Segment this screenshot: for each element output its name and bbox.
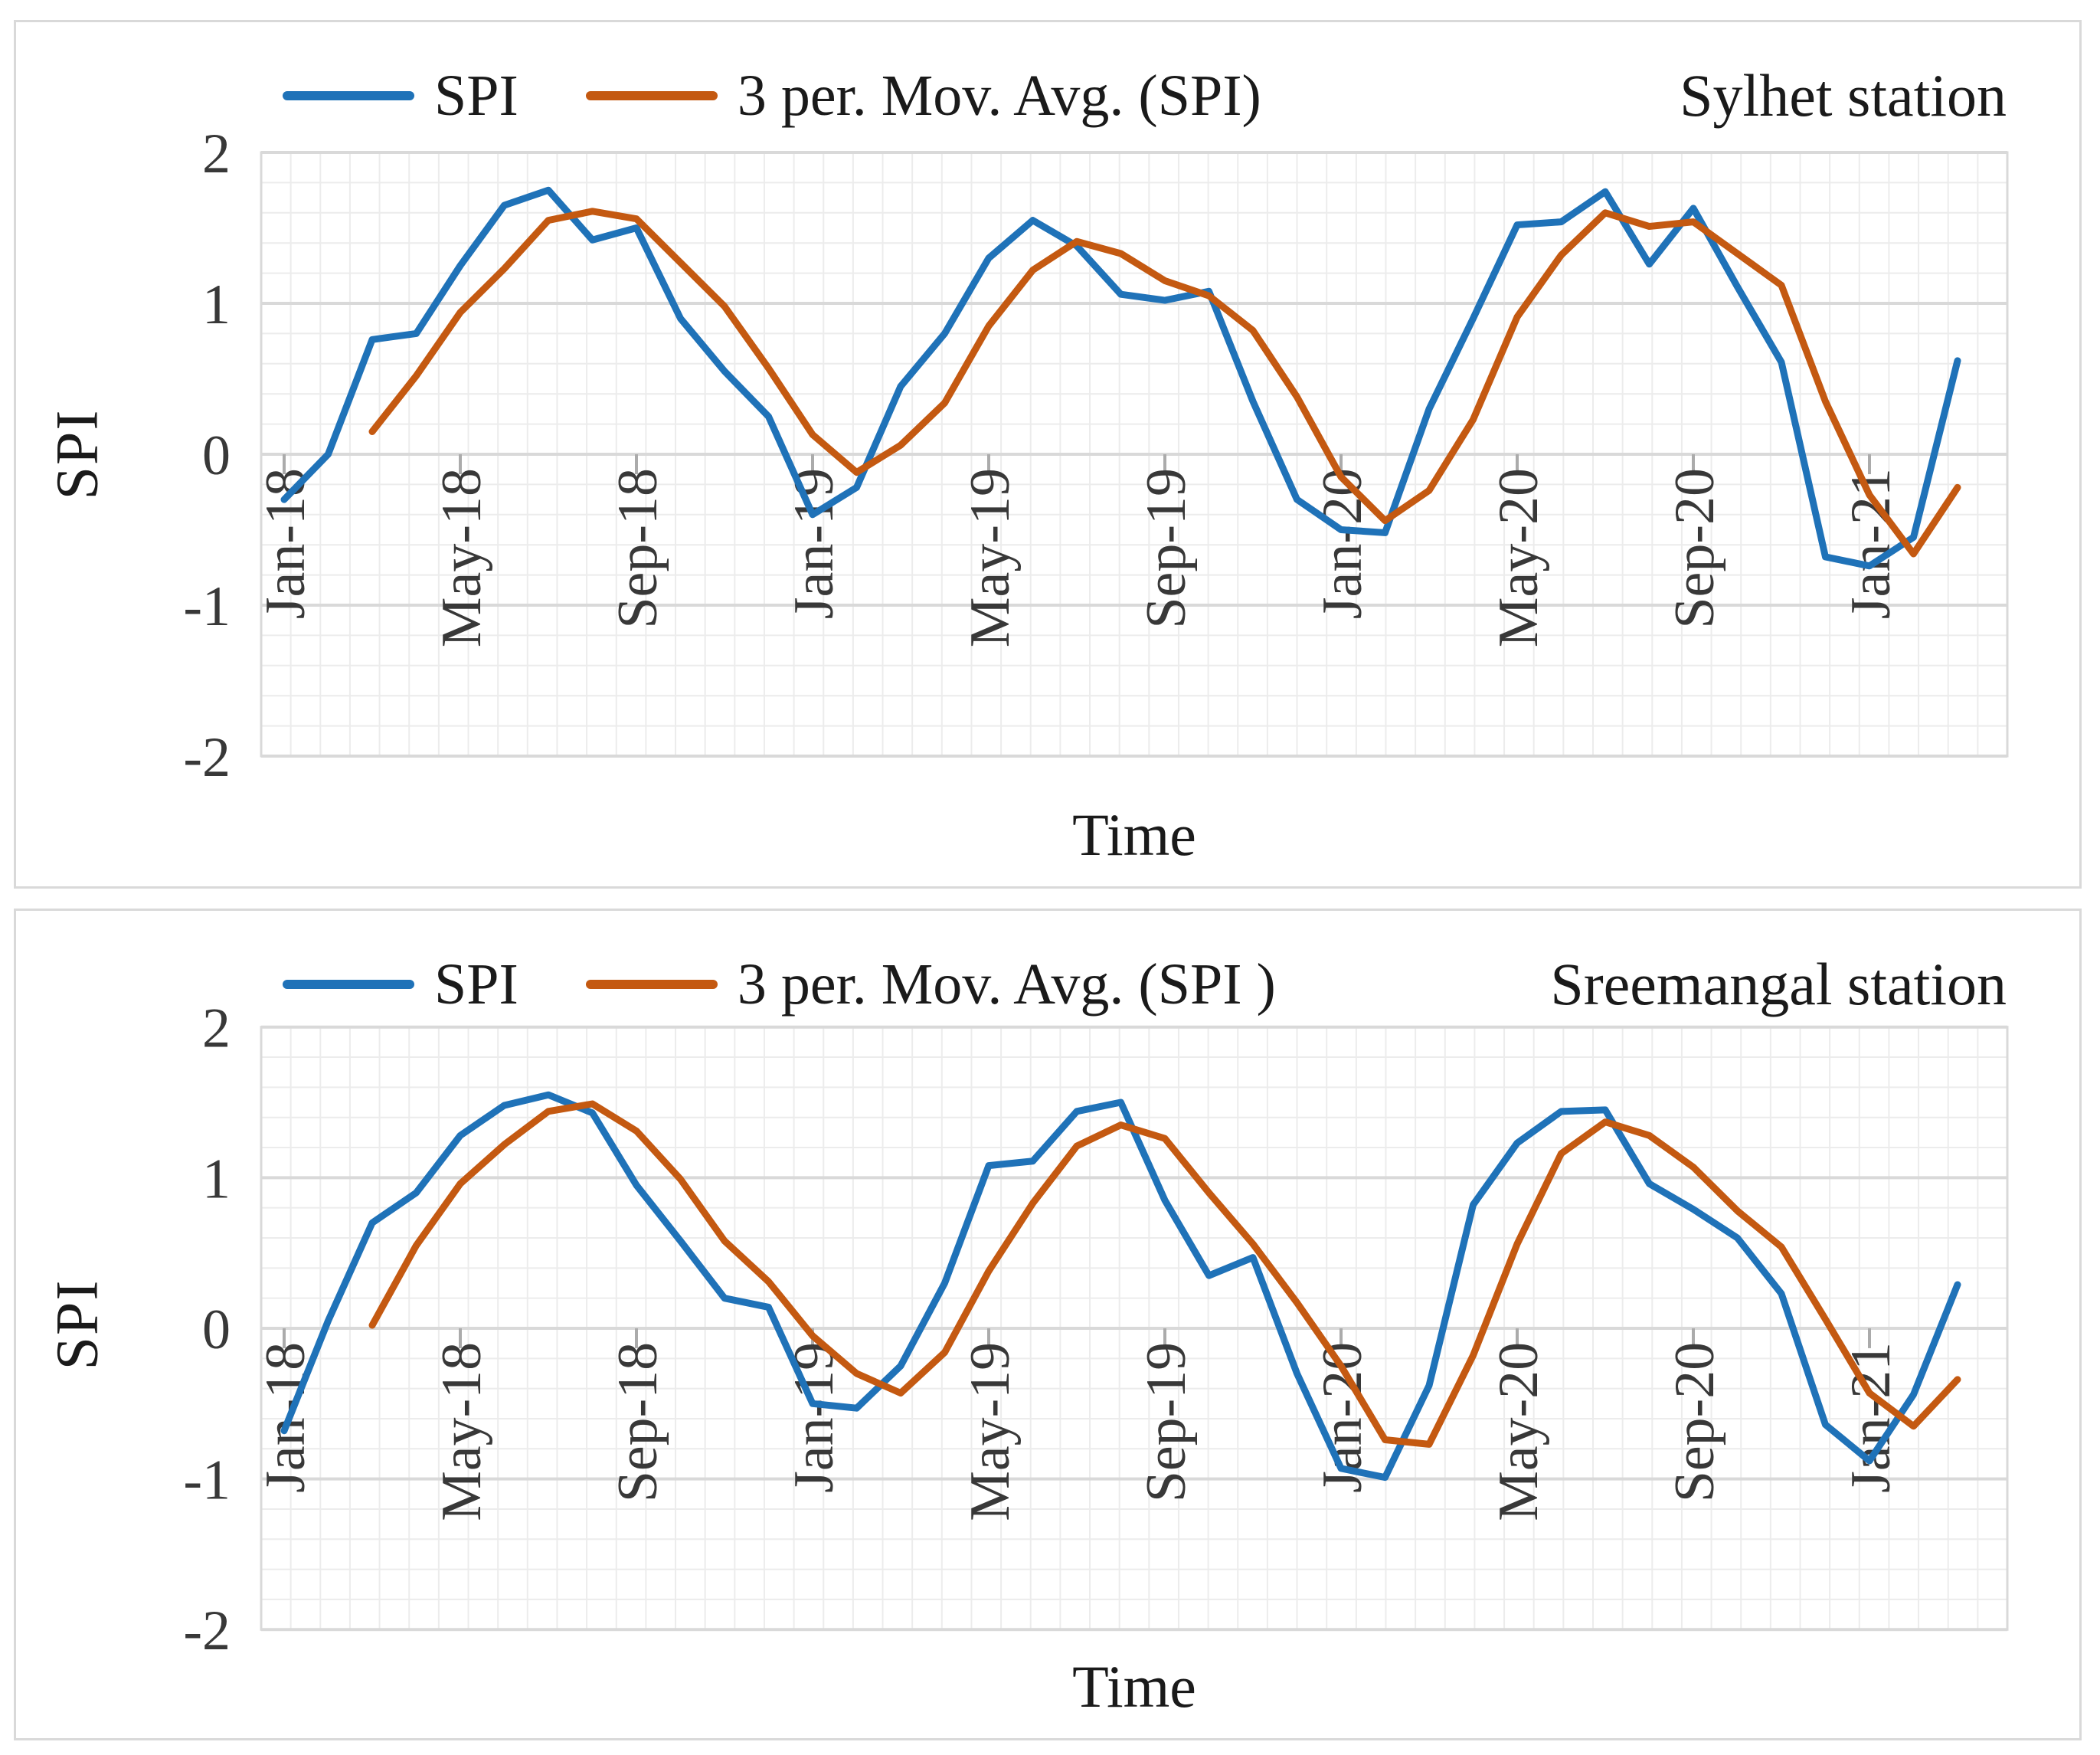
x-axis-title-sylhet: Time [1072,801,1196,868]
svg-text:2: 2 [202,123,231,185]
svg-text:May-20: May-20 [1487,468,1550,647]
chart-panel-sreemangal: SPI 3 per. Mov. Avg. (SPI ) Sreemangal s… [14,909,2082,1740]
svg-text:2: 2 [202,997,231,1059]
legend-item-mov-avg: 3 per. Mov. Avg. (SPI ) [585,951,1276,1018]
svg-text:Jan-18: Jan-18 [254,1342,316,1493]
svg-text:May-19: May-19 [958,1342,1021,1521]
svg-text:-2: -2 [183,726,231,789]
svg-text:Sep-20: Sep-20 [1663,1342,1725,1502]
station-title-sylhet: Sylhet station [1680,62,2007,129]
svg-text:1: 1 [202,273,231,336]
svg-text:Sep-18: Sep-18 [606,1342,669,1502]
legend-item-mov-avg-label: 3 per. Mov. Avg. (SPI) [737,63,1261,128]
legend-item-spi-label: SPI [434,951,518,1017]
legend-sylhet: SPI 3 per. Mov. Avg. (SPI) Sylhet statio… [283,59,2007,133]
svg-text:Sep-19: Sep-19 [1135,468,1198,629]
svg-text:Jan-21: Jan-21 [1839,1342,1902,1493]
svg-text:Sep-19: Sep-19 [1134,1342,1197,1502]
svg-text:Jan-18: Jan-18 [254,468,317,619]
legend-item-spi-label: SPI [434,63,518,128]
legend-sreemangal: SPI 3 per. Mov. Avg. (SPI ) Sreemangal s… [283,948,2007,1021]
station-title-sreemangal: Sreemangal station [1550,951,2007,1017]
svg-text:Jan-20: Jan-20 [1311,468,1374,619]
mov-avg-line-swatch [585,91,718,100]
legend-item-spi: SPI [283,63,518,129]
svg-text:Sep-20: Sep-20 [1663,468,1726,629]
chart-panel-sylhet: SPI 3 per. Mov. Avg. (SPI) Sylhet statio… [14,20,2082,889]
svg-text:-1: -1 [183,575,231,638]
svg-text:Jan-19: Jan-19 [783,468,846,619]
svg-text:May-18: May-18 [430,468,493,647]
svg-text:1: 1 [202,1147,231,1210]
svg-text:-1: -1 [183,1449,231,1511]
svg-text:-2: -2 [183,1599,231,1662]
svg-text:0: 0 [202,1298,231,1360]
legend-item-spi: SPI [283,951,518,1018]
spi-line-swatch [283,980,414,989]
legend-item-mov-avg: 3 per. Mov. Avg. (SPI) [585,63,1261,129]
svg-text:May-20: May-20 [1487,1342,1549,1521]
svg-text:0: 0 [202,424,231,487]
svg-text:May-19: May-19 [959,468,1022,647]
legend-item-mov-avg-label: 3 per. Mov. Avg. (SPI ) [737,951,1276,1017]
x-axis-title-sreemangal: Time [1072,1653,1196,1720]
svg-text:Sep-18: Sep-18 [607,468,669,629]
svg-text:May-18: May-18 [430,1342,492,1521]
sylhet-plot-area: 2 1 0 -1 -2 Jan-18 May-18 Sep-18 Jan-19 May-19 Sep… [183,123,2009,789]
spi-line-swatch [283,91,414,100]
mov-avg-line-swatch [585,980,718,989]
